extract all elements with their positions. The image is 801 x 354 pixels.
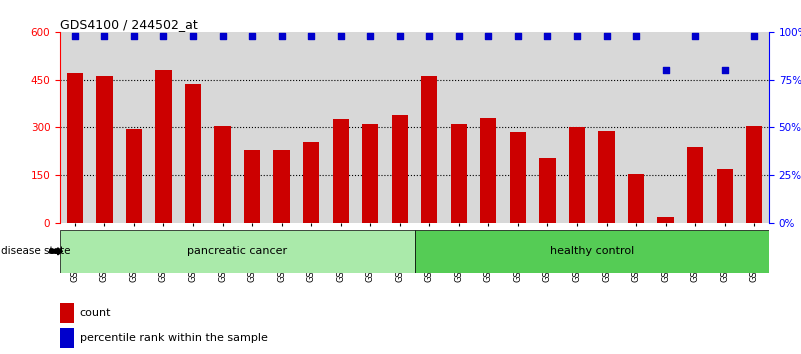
Point [689,33,702,39]
Bar [215,126,231,223]
Bar [658,217,674,223]
Bar [60,303,74,323]
Point [98,33,111,39]
Point [393,33,406,39]
Bar [60,230,415,273]
Point [600,33,613,39]
Text: count: count [80,308,111,318]
Point [276,33,288,39]
Point [659,67,672,73]
Bar [303,142,320,223]
Bar [509,132,526,223]
Bar [598,131,614,223]
Bar [687,147,703,223]
Point [748,33,761,39]
Point [570,33,583,39]
Point [453,33,465,39]
Point [246,33,259,39]
Bar [421,76,437,223]
Point [423,33,436,39]
Point [334,33,347,39]
Bar [60,328,74,348]
Point [127,33,140,39]
Point [512,33,525,39]
Bar [155,70,171,223]
Bar [415,230,769,273]
Bar [717,169,733,223]
Point [216,33,229,39]
Bar [628,174,644,223]
Bar [185,84,201,223]
Point [541,33,553,39]
Bar [66,73,83,223]
Text: GDS4100 / 244502_at: GDS4100 / 244502_at [60,18,198,31]
Bar [126,129,142,223]
Bar [392,115,408,223]
Bar [451,124,467,223]
Point [68,33,81,39]
Point [304,33,317,39]
Point [630,33,642,39]
Text: disease state: disease state [1,246,70,256]
Point [187,33,199,39]
Point [718,67,731,73]
Point [482,33,495,39]
Text: pancreatic cancer: pancreatic cancer [187,246,288,256]
Text: healthy control: healthy control [549,246,634,256]
Bar [332,120,348,223]
Bar [569,127,585,223]
Point [364,33,376,39]
Bar [539,158,556,223]
Bar [273,150,290,223]
Bar [244,150,260,223]
Point [157,33,170,39]
Bar [96,76,112,223]
Text: percentile rank within the sample: percentile rank within the sample [80,333,268,343]
Bar [362,124,378,223]
Bar [481,118,497,223]
Bar [746,126,763,223]
